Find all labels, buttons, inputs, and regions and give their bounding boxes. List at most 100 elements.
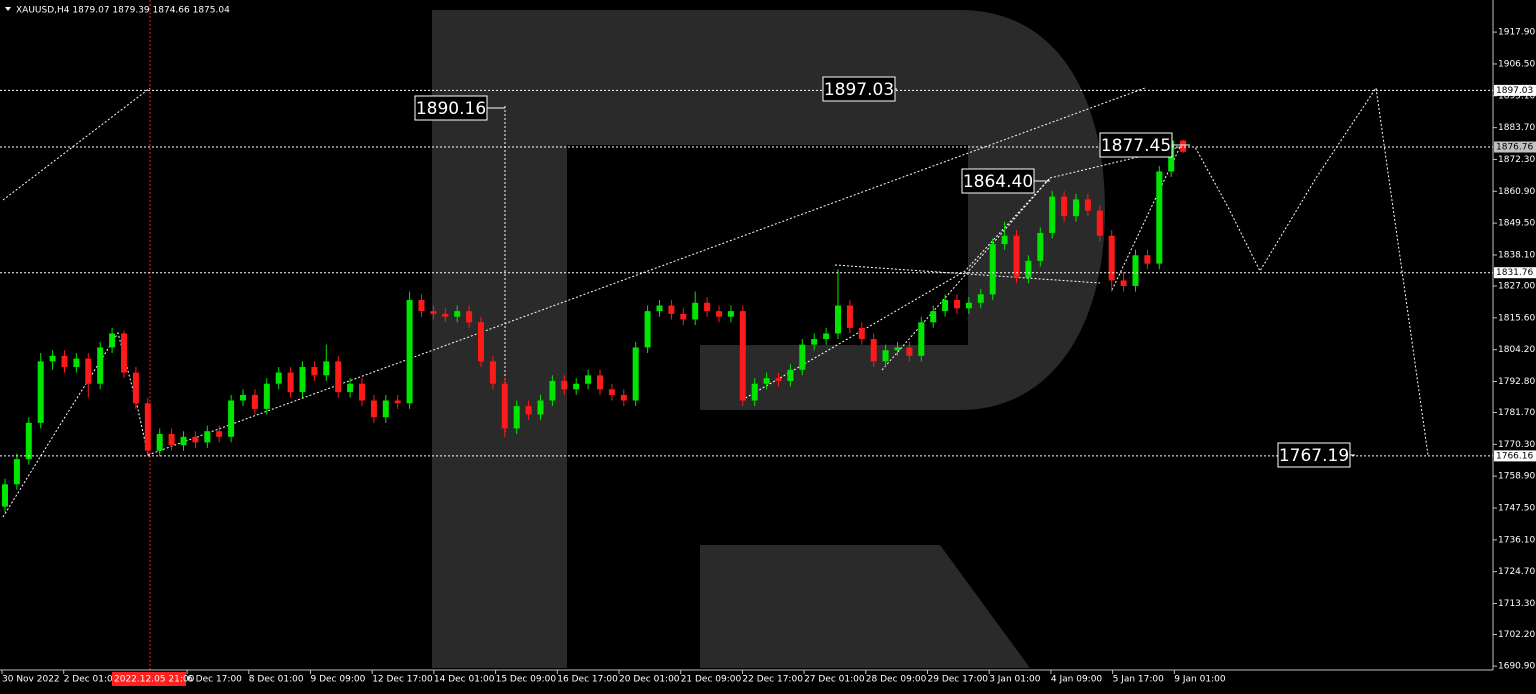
candle-body: [323, 361, 330, 376]
candle-body: [1120, 280, 1127, 286]
cursor-label: 2022.12.05 21:00: [114, 675, 195, 685]
candle-body: [37, 361, 44, 423]
candle-body: [644, 311, 651, 348]
x-tick-label: 15 Dec 09:00: [496, 675, 557, 685]
candle-body: [549, 380, 556, 401]
candle-body: [97, 347, 104, 384]
wave-lines: [2, 86, 1429, 518]
candle-body: [1156, 171, 1163, 264]
y-tick-label: 1758.90: [1498, 472, 1535, 482]
y-tick-label: 1747.50: [1498, 504, 1535, 514]
candle-body: [466, 311, 473, 323]
level-label: 1831.76: [1496, 268, 1533, 278]
annotation-label: 1890.16: [416, 99, 486, 119]
candle-body: [109, 333, 116, 348]
candle-body: [359, 383, 365, 401]
candle-body: [1061, 196, 1068, 217]
candle-body: [1001, 235, 1008, 245]
x-tick-label: 12 Dec 17:00: [372, 675, 433, 685]
candle-body: [977, 294, 984, 303]
x-tick-label: 30 Nov 2022: [2, 675, 60, 685]
candle-body: [965, 302, 972, 309]
candle-body: [156, 434, 163, 451]
x-tick-label: 21 Dec 09:00: [681, 675, 742, 685]
candle-body: [1025, 260, 1032, 278]
candle-body: [716, 311, 722, 317]
annotation-box: [1099, 132, 1173, 158]
candle-body: [335, 361, 342, 393]
candle-body: [216, 431, 223, 437]
candle-body: [204, 431, 211, 443]
x-tick-label: 29 Dec 17:00: [928, 675, 989, 685]
x-tick-label: 8 Dec 01:00: [249, 675, 304, 685]
level-label: 1766.16: [1496, 451, 1533, 461]
candle-body: [73, 358, 80, 367]
candle-body: [1108, 235, 1115, 281]
y-tick-label: 1838.10: [1498, 250, 1535, 260]
candle-body: [668, 305, 675, 314]
candle-body: [382, 400, 389, 418]
candle-body: [846, 305, 853, 328]
candle-body: [489, 361, 496, 384]
candle-body: [13, 459, 20, 485]
candle-body: [620, 394, 627, 401]
candle-body: [478, 322, 484, 362]
annotation-label: 1767.19: [1279, 446, 1349, 466]
y-tick-label: 1804.20: [1498, 345, 1535, 355]
y-tick-label: 1860.90: [1498, 187, 1535, 197]
chart-title: XAUUSD,H4 1879.07 1879.39 1874.66 1875.0…: [16, 6, 230, 16]
x-tick-label: 2 Dec 01:00: [64, 675, 119, 685]
candle-body: [454, 311, 461, 317]
candle-body: [727, 311, 734, 317]
annotation-box: [414, 95, 488, 121]
y-tick-label: 1736.10: [1498, 535, 1535, 545]
y-tick-label: 1906.50: [1498, 59, 1535, 69]
candle-body: [85, 358, 92, 384]
candle-body: [192, 436, 199, 443]
candle-body: [525, 406, 532, 415]
candle-body: [954, 299, 960, 309]
candle-body: [1132, 255, 1139, 286]
candle-body: [228, 400, 235, 437]
candle-body: [1013, 235, 1020, 278]
candle-body: [632, 347, 639, 401]
candle-body: [430, 311, 437, 314]
candle-body: [1180, 140, 1187, 152]
candle-body: [597, 375, 603, 390]
annotation-box: [822, 76, 896, 102]
x-tick-label: 28 Dec 09:00: [866, 675, 927, 685]
menu-arrow[interactable]: [5, 7, 11, 11]
candle-body: [418, 299, 425, 312]
x-tick-label: 14 Dec 01:00: [434, 675, 495, 685]
level-label-bg: [1494, 450, 1536, 462]
candle-body: [835, 305, 841, 334]
candle-body: [906, 347, 913, 356]
y-tick-label: 1827.00: [1498, 281, 1535, 291]
candle-body: [1073, 199, 1079, 217]
candle-body: [942, 299, 949, 312]
candle-body: [751, 383, 758, 401]
x-tick-label: 9 Dec 09:00: [311, 675, 366, 685]
candle-body: [787, 369, 794, 381]
y-tick-label: 1792.80: [1498, 377, 1535, 387]
candle-body: [1096, 210, 1103, 236]
candle-body: [894, 347, 901, 351]
candle-body: [1084, 199, 1091, 211]
candle-body: [442, 313, 449, 317]
y-tick-label: 1815.60: [1498, 313, 1535, 323]
y-tick-label: 1770.30: [1498, 440, 1535, 450]
candle-body: [132, 372, 139, 404]
candle-body: [121, 333, 127, 373]
candle-body: [25, 422, 32, 460]
x-tick-label: 22 Dec 17:00: [742, 675, 803, 685]
y-tick-label: 1883.70: [1498, 123, 1535, 133]
level-label-bg: [1494, 141, 1536, 153]
y-tick-label: 1895.10: [1498, 91, 1535, 101]
y-tick-label: 1724.70: [1498, 567, 1535, 577]
candle-body: [692, 302, 699, 320]
candle-body: [739, 311, 746, 401]
candle-body: [251, 394, 258, 409]
candle-body: [561, 380, 568, 390]
candle-body: [811, 339, 818, 345]
